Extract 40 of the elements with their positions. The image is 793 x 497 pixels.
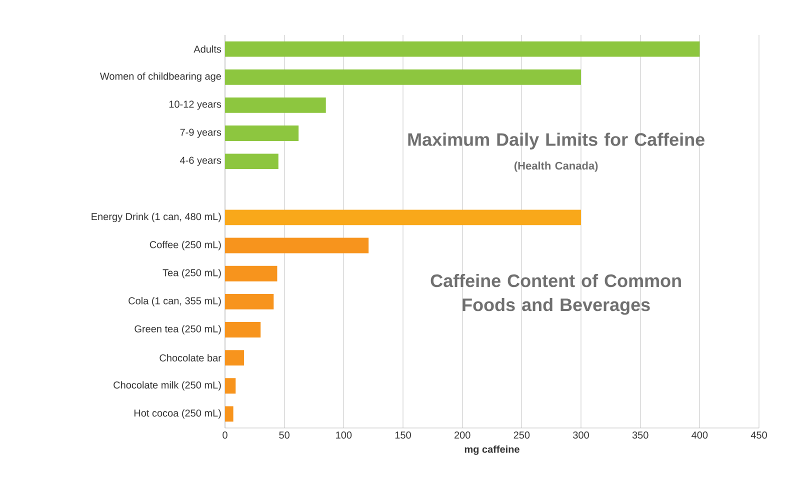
bar	[225, 350, 244, 366]
x-tick-label: 150	[395, 432, 411, 439]
bar	[225, 266, 278, 282]
y-tick-label: Coffee (250 mL)	[150, 240, 221, 250]
x-tick-label: 100	[336, 432, 352, 439]
y-tick-label: 7-9 years	[180, 128, 222, 138]
x-tick-label: 250	[514, 432, 530, 439]
bar	[225, 97, 326, 113]
x-tick-label: 350	[632, 432, 648, 439]
bar	[225, 406, 234, 422]
y-tick-label: Chocolate bar	[160, 354, 222, 362]
y-tick-label: Cola (1 can, 355 mL)	[128, 297, 221, 306]
bar	[225, 69, 581, 85]
x-axis-title: mg caffeine	[464, 445, 520, 455]
bar	[225, 378, 236, 394]
y-tick-label: Green tea (250 mL)	[134, 325, 221, 334]
y-tick-label: Adults	[194, 45, 222, 53]
bar	[225, 41, 700, 57]
x-tick-label: 0	[222, 432, 228, 439]
y-tick-label: Hot cocoa (250 mL)	[134, 409, 221, 419]
y-tick-label: 4-6 years	[180, 156, 222, 166]
x-tick-label: 450	[750, 432, 767, 439]
x-tick-label: 200	[454, 432, 470, 439]
bar	[225, 154, 278, 170]
y-tick-label: Tea (250 mL)	[162, 268, 221, 278]
x-tick-label: 50	[279, 432, 290, 439]
annotation: Maximum Daily Limits for Caffeine	[408, 132, 704, 150]
bar	[225, 126, 299, 141]
annotation: Caffeine Content of Common Foods and Beverages	[430, 274, 681, 315]
bar	[225, 238, 369, 254]
bar	[225, 210, 581, 226]
y-tick-label: Chocolate milk (250 mL)	[114, 381, 221, 391]
y-tick-label: 10-12 years	[169, 100, 222, 110]
y-tick-label: Women of childbearing age	[100, 72, 221, 82]
bar	[225, 322, 261, 338]
annotation: (Health Canada)	[514, 162, 598, 172]
bar	[225, 294, 274, 310]
x-tick-label: 300	[573, 432, 589, 439]
x-tick-label: 400	[692, 432, 708, 439]
y-tick-label: Energy Drink (1 can, 480 mL)	[92, 212, 221, 222]
